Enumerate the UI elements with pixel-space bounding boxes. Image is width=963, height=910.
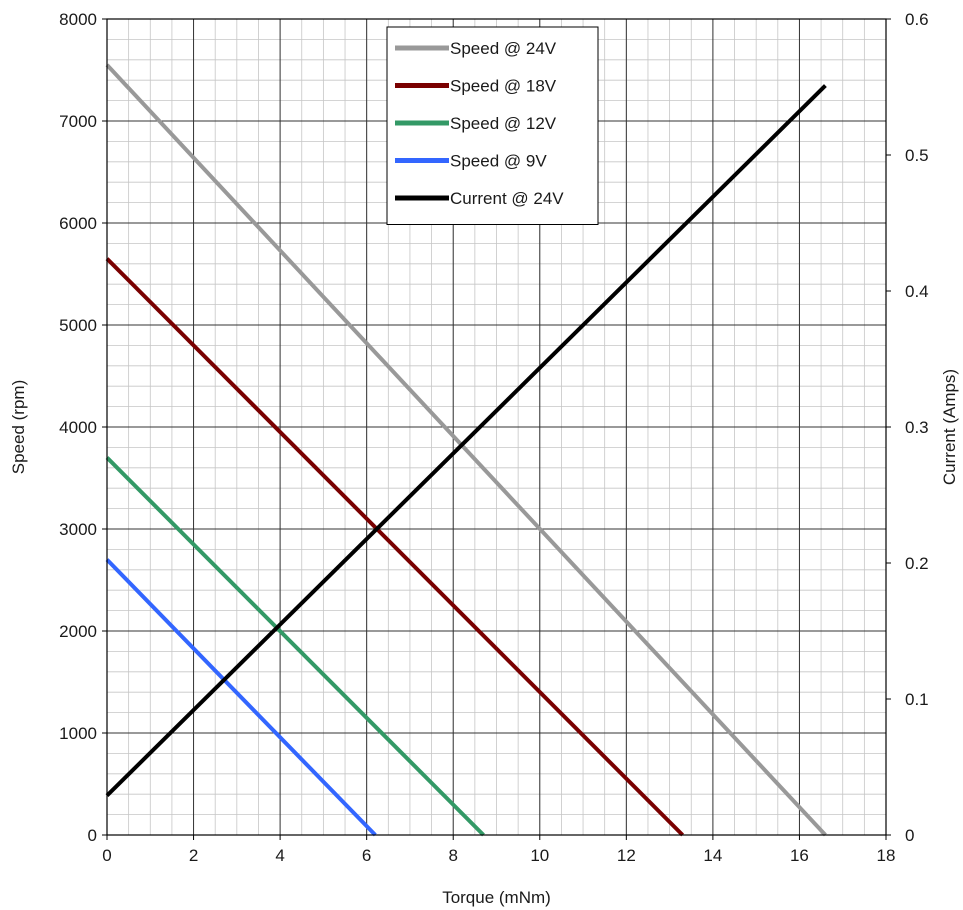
- y2-tick-label: 0.5: [905, 146, 929, 165]
- legend-label-1: Speed @ 18V: [450, 77, 557, 96]
- y-tick-label: 5000: [59, 316, 97, 335]
- legend-label-4: Current @ 24V: [450, 189, 564, 208]
- legend: Speed @ 24V Speed @ 18V Speed @ 12V Speed @…: [386, 26, 599, 225]
- legend-label-2: Speed @ 12V: [450, 114, 557, 133]
- y-tick-label: 8000: [59, 10, 97, 29]
- legend-label-3: Speed @ 9V: [450, 152, 547, 171]
- y2-tick-label: 0.6: [905, 10, 929, 29]
- x-tick-label: 0: [102, 846, 111, 865]
- series-line-4: [105, 84, 827, 798]
- axis-ticks: 0 2 4 6 8 10 12 14 16 18 0 1000 2000 3000 4000 5000 6000…: [59, 10, 928, 865]
- legend-label-0: Speed @ 24V: [450, 39, 557, 58]
- x-tick-label: 12: [617, 846, 636, 865]
- x-tick-label: 16: [790, 846, 809, 865]
- y2-axis-title: Current (Amps): [940, 369, 959, 485]
- x-tick-label: 8: [448, 846, 457, 865]
- x-tick-label: 14: [703, 846, 722, 865]
- y2-tick-label: 0.2: [905, 554, 929, 573]
- legend-box: [386, 26, 599, 225]
- y-tick-label: 6000: [59, 214, 97, 233]
- x-tick-label: 10: [530, 846, 549, 865]
- series-line-0: [105, 63, 827, 837]
- series-line-1: [105, 257, 685, 837]
- y-tick-label: 1000: [59, 724, 97, 743]
- y-tick-label: 3000: [59, 520, 97, 539]
- x-tick-label: 6: [362, 846, 371, 865]
- y2-tick-label: 0.4: [905, 282, 929, 301]
- y-axis-title: Speed (rpm): [9, 380, 28, 474]
- y2-tick-label: 0.1: [905, 690, 929, 709]
- y-tick-label: 2000: [59, 622, 97, 641]
- x-axis-title: Torque (mNm): [442, 888, 551, 907]
- series-lines: [105, 63, 827, 837]
- y-tick-label: 0: [88, 826, 97, 845]
- series-line-3: [105, 558, 377, 837]
- x-tick-label: 2: [189, 846, 198, 865]
- series-line-2: [105, 456, 485, 837]
- y-tick-label: 7000: [59, 112, 97, 131]
- x-tick-label: 18: [877, 846, 896, 865]
- y-tick-label: 4000: [59, 418, 97, 437]
- y2-tick-label: 0.3: [905, 418, 929, 437]
- y2-tick-label: 0: [905, 826, 914, 845]
- x-tick-label: 4: [275, 846, 284, 865]
